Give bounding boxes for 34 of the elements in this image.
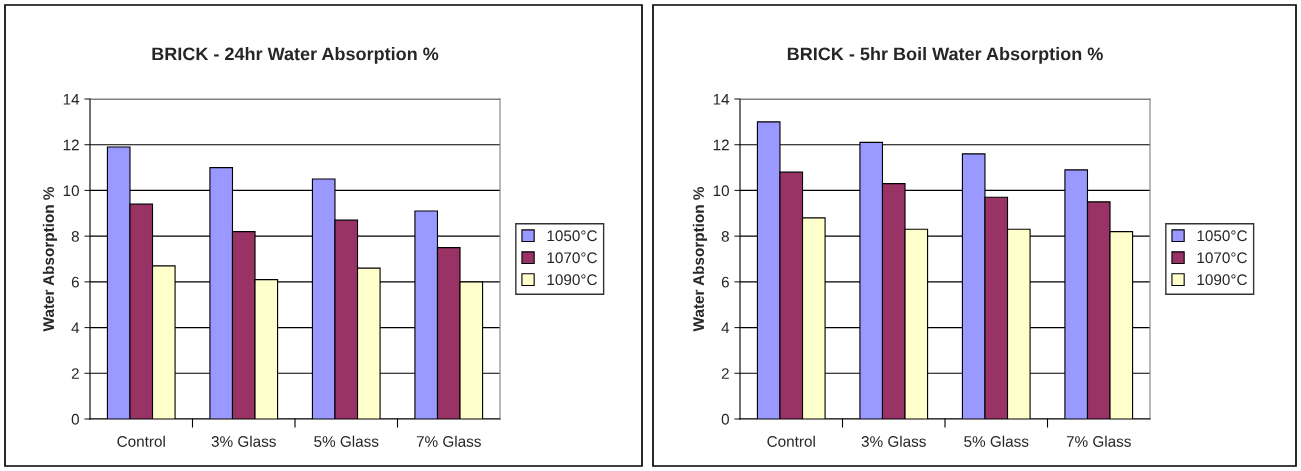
- chart-title: BRICK - 5hr Boil Water Absorption %: [787, 47, 1103, 64]
- y-tick-label: 2: [71, 368, 79, 379]
- x-tick-label: Control: [767, 435, 815, 447]
- legend-label: 1070°C: [547, 252, 597, 264]
- y-tick-label: 10: [713, 185, 729, 197]
- y-tick-label: 8: [71, 231, 79, 242]
- legend-label: 1050°C: [547, 230, 597, 242]
- x-tick-label: 7% Glass: [1066, 435, 1131, 447]
- y-tick-label: 12: [63, 139, 79, 151]
- legend-label: 1090°C: [547, 274, 597, 286]
- x-tick-label: 5% Glass: [314, 435, 379, 447]
- y-axis-title: Water Absorption %: [692, 186, 708, 332]
- chart-title: BRICK - 24hr Water Absorption %: [152, 47, 439, 64]
- y-axis-title: Water Absorption %: [42, 186, 58, 332]
- y-tick-label: 6: [721, 276, 729, 288]
- y-tick-label: 0: [721, 413, 729, 425]
- y-tick-label: 0: [71, 413, 79, 425]
- y-tick-label: 6: [71, 276, 79, 288]
- x-tick-label: 3% Glass: [211, 435, 276, 447]
- x-tick-label: Control: [117, 435, 165, 447]
- y-tick-label: 10: [63, 185, 79, 197]
- legend-label: 1070°C: [1197, 252, 1247, 264]
- y-tick-label: 4: [721, 322, 730, 334]
- x-tick-label: 5% Glass: [964, 435, 1029, 447]
- legend-label: 1050°C: [1197, 230, 1247, 242]
- y-tick-label: 12: [713, 139, 729, 151]
- y-tick-label: 8: [721, 231, 729, 242]
- y-tick-label: 2: [721, 368, 729, 379]
- x-tick-label: 7% Glass: [416, 435, 481, 447]
- y-tick-label: 4: [71, 322, 80, 334]
- y-tick-label: 14: [713, 94, 730, 105]
- x-tick-label: 3% Glass: [861, 435, 926, 447]
- legend-label: 1090°C: [1197, 274, 1247, 286]
- y-tick-label: 14: [63, 94, 80, 105]
